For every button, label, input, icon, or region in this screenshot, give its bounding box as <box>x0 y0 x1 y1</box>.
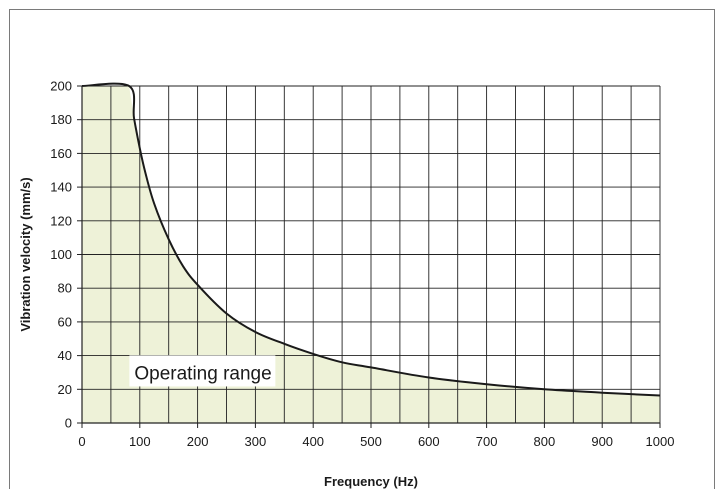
x-tick-label: 400 <box>302 434 324 449</box>
x-tick-label: 900 <box>591 434 613 449</box>
x-tick-label: 600 <box>418 434 440 449</box>
y-tick-label: 40 <box>58 348 72 363</box>
x-tick-label: 700 <box>476 434 498 449</box>
y-tick-label: 180 <box>50 112 72 127</box>
x-tick-label: 500 <box>360 434 382 449</box>
y-tick-label: 80 <box>58 281 72 296</box>
axis-layer: 0 100 200 300 400 500 600 700 800 900 1000 0 20 40 60 8… <box>50 79 674 450</box>
y-tick-label: 140 <box>50 180 72 195</box>
x-tick-label: 800 <box>534 434 556 449</box>
y-tick-label: 160 <box>50 146 72 161</box>
x-tick-label: 300 <box>245 434 267 449</box>
velocity-limit-curve <box>81 82 661 397</box>
y-tick-label: 60 <box>58 314 72 329</box>
y-tick-label: 0 <box>65 416 72 431</box>
y-tick-label: 120 <box>50 213 72 228</box>
y-tick-label: 20 <box>58 382 72 397</box>
x-tick-label: 100 <box>129 434 151 449</box>
curve-layer <box>81 82 661 397</box>
x-tick-label: 200 <box>187 434 209 449</box>
y-axis-title: Vibration velocity (mm/s) <box>18 177 33 331</box>
chart-frame <box>9 9 715 489</box>
annotation-box <box>129 355 276 387</box>
label-layer: Operating range <box>129 355 276 387</box>
x-tick-label: 0 <box>78 434 85 449</box>
x-tick-label: 1000 <box>646 434 675 449</box>
annotation-operating-range: Operating range <box>134 363 271 384</box>
x-axis-title: Frequency (Hz) <box>324 474 418 489</box>
y-tick-label: 100 <box>50 247 72 262</box>
y-tick-label: 200 <box>50 79 72 94</box>
